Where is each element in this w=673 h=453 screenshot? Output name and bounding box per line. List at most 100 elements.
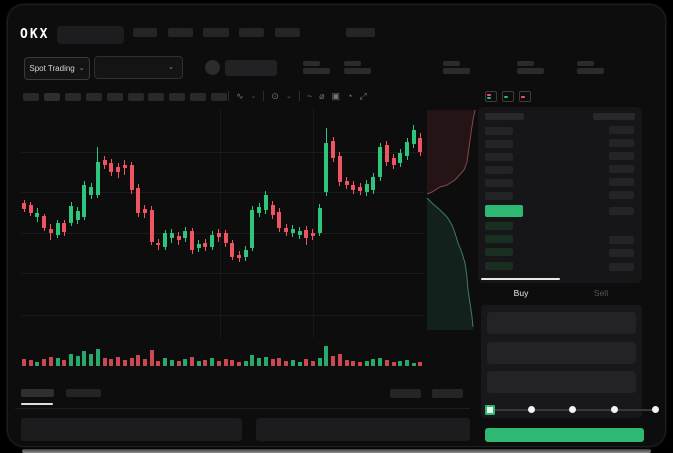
nav-item-4[interactable] [275, 28, 300, 37]
nav-item-2[interactable] [203, 28, 229, 37]
candle [364, 184, 369, 192]
stat-1-value [344, 68, 371, 74]
stat-2-label [443, 61, 460, 66]
order-input-1[interactable] [487, 342, 636, 364]
bid-row-price[interactable] [485, 222, 513, 230]
volume-bar [317, 358, 322, 366]
bottom-action-0[interactable] [390, 389, 421, 398]
candle [75, 211, 80, 220]
bottom-divider [15, 408, 470, 409]
okx-logo[interactable]: OKX [20, 27, 50, 42]
bottom-tab-0[interactable] [21, 389, 54, 397]
volume-bar [270, 359, 275, 366]
volume-bar [28, 360, 33, 366]
pair-avatar[interactable] [205, 60, 220, 75]
nav-item-1[interactable] [168, 28, 193, 37]
search-input[interactable] [57, 26, 124, 44]
candle [169, 233, 174, 238]
timeframe-1[interactable] [43, 93, 60, 101]
camera-icon[interactable]: ▣ [331, 90, 341, 101]
candle [48, 229, 53, 233]
volume-bar [75, 356, 80, 366]
candle-style-icon[interactable]: ∿ [236, 90, 244, 101]
tab-sell[interactable]: Sell [561, 283, 641, 303]
nav-item-0[interactable] [133, 28, 157, 37]
candle [183, 231, 188, 238]
timeframe-6[interactable] [148, 93, 165, 101]
ask-row-amount [609, 178, 634, 186]
ask-row-price[interactable] [485, 166, 513, 174]
candle [263, 195, 268, 210]
pair-selector[interactable]: ⌄ [94, 56, 183, 79]
timeframe-3[interactable] [85, 93, 102, 101]
volume-bar [250, 355, 255, 366]
volume-bar [263, 357, 268, 366]
book-bids-icon[interactable] [502, 91, 514, 102]
bid-row-amount [609, 249, 634, 257]
ask-row-price[interactable] [485, 179, 513, 187]
candle [324, 143, 329, 192]
candle [358, 187, 362, 191]
nav-item-5[interactable] [346, 28, 375, 37]
indicators-icon[interactable]: ⊙ [271, 90, 279, 101]
volume-bar [95, 349, 100, 366]
ask-row-price[interactable] [485, 127, 513, 135]
nav-item-3[interactable] [239, 28, 264, 37]
volume-bar [169, 360, 174, 366]
stat-4-label [577, 61, 594, 66]
bottom-tab-1[interactable] [66, 389, 101, 397]
chevron-down-icon[interactable]: ⌄ [285, 92, 292, 100]
bid-row-price[interactable] [485, 262, 513, 270]
slider-stop[interactable] [651, 406, 659, 413]
candle [378, 147, 383, 177]
volume-bar [364, 361, 369, 366]
last-price-highlight[interactable] [485, 205, 523, 217]
ask-row-amount [609, 191, 634, 199]
timeframe-9[interactable] [211, 93, 228, 101]
timeframe-2[interactable] [64, 93, 81, 101]
bottom-action-1[interactable] [432, 389, 463, 398]
timeframe-5[interactable] [127, 93, 144, 101]
volume-bar [324, 346, 329, 366]
volume-bar [42, 359, 47, 366]
ask-row-price[interactable] [485, 153, 513, 161]
candle [28, 205, 33, 213]
bid-row-price[interactable] [485, 235, 513, 243]
candle [384, 145, 389, 162]
chevron-down-icon[interactable]: ⌄ [250, 92, 257, 100]
bid-row-price[interactable] [485, 248, 513, 256]
stat-2-value [443, 68, 470, 74]
volume-bar [48, 357, 53, 366]
candle [22, 203, 26, 209]
draw-tool-icon[interactable]: ⌀ [319, 90, 325, 101]
book-both-icon[interactable] [485, 91, 497, 102]
timeframe-8[interactable] [190, 93, 207, 101]
slider-stop[interactable] [527, 406, 535, 413]
fullscreen-icon[interactable]: ⤢ [359, 90, 367, 101]
timeframe-7[interactable] [169, 93, 186, 101]
timeframe-4[interactable] [106, 93, 123, 101]
volume-bar [183, 359, 188, 366]
buy-submit-button[interactable] [485, 428, 644, 442]
book-asks-icon[interactable] [519, 91, 531, 102]
slider-stop[interactable] [568, 406, 576, 413]
timeframe-0[interactable] [23, 93, 39, 101]
market-type-selector[interactable]: Spot Trading ⌄ [24, 57, 90, 80]
slider-stop-active[interactable] [485, 405, 495, 415]
order-input-2[interactable] [487, 371, 636, 393]
line-tool-icon[interactable]: ~ [306, 90, 313, 101]
volume-chart [21, 340, 424, 366]
ask-row-price[interactable] [485, 140, 513, 148]
candle [102, 160, 107, 165]
volume-bar [378, 358, 383, 366]
tab-buy[interactable]: Buy [481, 283, 561, 303]
candle [391, 158, 396, 165]
volume-bar [136, 355, 141, 366]
stat-3-value [517, 68, 544, 74]
history-icon[interactable]: ◔ [347, 90, 353, 101]
order-input-0[interactable] [487, 312, 636, 334]
slider-stop[interactable] [610, 406, 618, 413]
volume-bar [358, 362, 362, 366]
volume-bar [418, 362, 423, 366]
ask-row-price[interactable] [485, 192, 513, 200]
